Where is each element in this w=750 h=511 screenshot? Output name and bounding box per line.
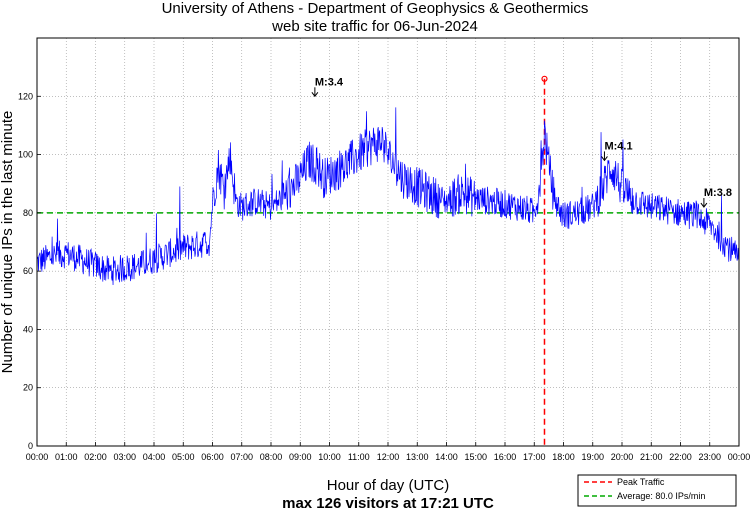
x-axis-label: Hour of day (UTC): [327, 477, 450, 494]
x-tick-label: 23:00: [698, 452, 721, 462]
series-layer: [36, 107, 740, 286]
legend-box: [577, 474, 737, 507]
x-tick-label: 18:00: [552, 452, 575, 462]
x-axis-ticks: 00:00 01:00 02:00 03:00 04:00 05:00 06:00 07:00…: [26, 442, 750, 462]
y-tick-label: 20: [23, 383, 33, 393]
x-tick-label: 13:00: [406, 452, 429, 462]
x-tick-label: 09:00: [289, 452, 312, 462]
chart-title: University of Athens - Department of Geo…: [162, 0, 589, 17]
annotation-arrow-head: [311, 91, 319, 98]
annotation-arrow-head: [601, 156, 608, 162]
earthquake-annotation: M:3.8: [704, 187, 732, 199]
x-tick-label: 14:00: [435, 452, 458, 462]
x-tick-label: 01:00: [55, 452, 78, 462]
legend: Peak Traffic Average: 80.0 IPs/min: [577, 474, 737, 507]
x-tick-label: 07:00: [230, 452, 253, 462]
earthquake-annotation: M:4.1: [604, 140, 632, 152]
traffic-series-line: [36, 107, 740, 286]
x-tick-label: 20:00: [611, 452, 634, 462]
x-tick-label: 15:00: [464, 452, 487, 462]
y-tick-label: 100: [18, 150, 33, 160]
peak-marker: [541, 75, 548, 82]
earthquake-annotation: M:3.4: [315, 76, 344, 88]
x-tick-label: 06:00: [201, 452, 224, 462]
x-tick-label: 11:00: [348, 452, 370, 462]
x-tick-label: 02:00: [84, 452, 107, 462]
annotation-arrow-head: [700, 202, 708, 208]
y-tick-label: 0: [28, 441, 33, 451]
y-tick-label: 60: [23, 266, 33, 276]
x-tick-label: 05:00: [172, 452, 195, 462]
x-tick-label: 00:00: [728, 452, 750, 462]
x-tick-label: 19:00: [581, 452, 604, 462]
x-tick-label: 03:00: [113, 452, 136, 462]
y-tick-label: 40: [23, 324, 33, 334]
x-tick-label: 12:00: [377, 452, 400, 462]
y-tick-label: 80: [23, 208, 33, 218]
x-tick-label: 08:00: [260, 452, 283, 462]
x-tick-label: 17:00: [523, 452, 546, 462]
y-axis-ticks: 0 20 40 60 80 100 120: [18, 91, 41, 451]
footer-max-visitors: max 126 visitors at 17:21 UTC: [282, 495, 494, 511]
legend-peak-label: Peak Traffic: [617, 477, 665, 487]
x-tick-label: 00:00: [26, 452, 49, 462]
legend-average-label: Average: 80.0 IPs/min: [617, 491, 705, 501]
x-tick-label: 22:00: [669, 452, 692, 462]
annotations: M:3.4 M:4.1 M:3.8: [311, 76, 732, 208]
chart-subtitle: web site traffic for 06-Jun-2024: [271, 18, 478, 35]
x-tick-label: 10:00: [318, 452, 341, 462]
x-tick-label: 16:00: [494, 452, 517, 462]
grid-lines: [37, 38, 739, 446]
y-tick-label: 120: [18, 91, 33, 101]
x-tick-label: 04:00: [143, 452, 166, 462]
x-tick-label: 21:00: [640, 452, 663, 462]
y-axis-label: Number of unique IPs in the last minute: [0, 111, 16, 374]
